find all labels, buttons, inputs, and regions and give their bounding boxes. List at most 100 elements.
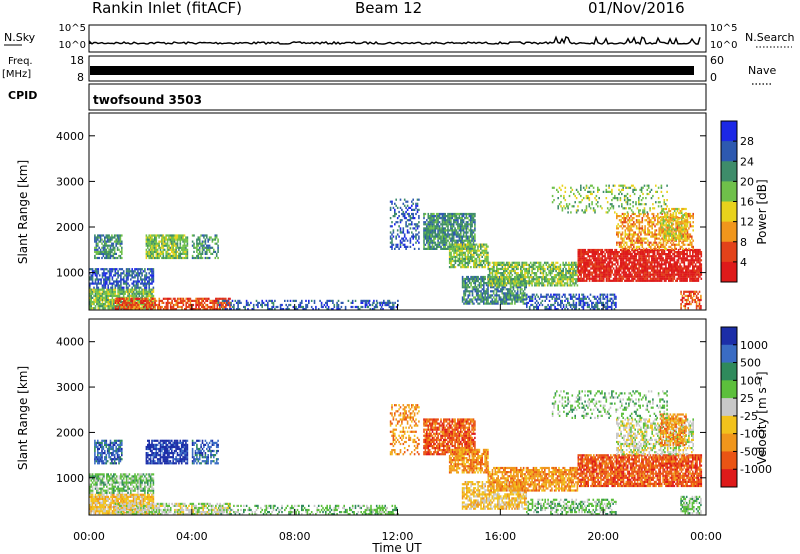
echo-cell bbox=[575, 303, 578, 307]
echo-cell bbox=[158, 242, 160, 245]
echo-cell bbox=[520, 278, 522, 281]
echo-cell bbox=[658, 263, 660, 266]
echo-cell bbox=[180, 238, 183, 241]
echo-cell bbox=[106, 234, 109, 237]
echo-cell bbox=[152, 234, 155, 237]
echo-cell bbox=[148, 307, 150, 310]
echo-cell bbox=[166, 256, 169, 260]
echo-cell bbox=[144, 284, 146, 287]
echo-cell bbox=[471, 253, 474, 256]
echo-cell bbox=[114, 268, 117, 271]
echo-cell bbox=[582, 293, 585, 296]
echo-cell bbox=[563, 263, 566, 266]
echo-cell bbox=[145, 256, 148, 260]
echo-cell bbox=[158, 254, 160, 258]
echo-cell bbox=[406, 212, 409, 216]
echo-cell bbox=[121, 234, 123, 237]
echo-cell bbox=[209, 299, 211, 302]
echo-cell bbox=[93, 270, 95, 273]
echo-cell bbox=[594, 248, 596, 252]
echo-cell bbox=[551, 278, 553, 281]
echo-cell bbox=[610, 308, 613, 311]
echo-cell bbox=[104, 244, 106, 247]
echo-cell bbox=[115, 268, 118, 271]
echo-cell bbox=[97, 282, 100, 285]
echo-cell bbox=[581, 267, 584, 270]
echo-cell bbox=[618, 269, 621, 272]
echo-cell bbox=[470, 284, 472, 287]
echo-cell bbox=[142, 270, 145, 273]
echo-cell bbox=[484, 247, 486, 250]
echo-cell bbox=[467, 237, 469, 240]
echo-cell bbox=[447, 217, 449, 220]
echo-cell bbox=[572, 305, 575, 309]
echo-cell bbox=[599, 299, 602, 302]
echo-cell bbox=[188, 297, 190, 300]
echo-cell bbox=[561, 282, 563, 285]
echo-cell bbox=[451, 245, 454, 248]
echo-cell bbox=[610, 297, 613, 300]
echo-cell bbox=[288, 303, 290, 307]
echo-cell bbox=[554, 297, 556, 300]
echo-cell bbox=[90, 288, 92, 291]
echo-cell bbox=[430, 215, 432, 218]
echo-cell bbox=[152, 307, 155, 310]
echo-cell bbox=[202, 299, 204, 302]
echo-cell bbox=[507, 282, 509, 285]
echo-cell bbox=[512, 294, 515, 297]
echo-cell bbox=[625, 263, 628, 266]
echo-cell bbox=[585, 251, 588, 254]
echo-cell bbox=[504, 294, 506, 297]
echo-cell bbox=[458, 217, 461, 220]
echo-cell bbox=[426, 235, 428, 238]
echo-cell bbox=[437, 231, 439, 234]
echo-cell bbox=[157, 308, 159, 311]
echo-cell bbox=[98, 303, 101, 306]
echo-cell bbox=[98, 305, 101, 308]
echo-cell bbox=[169, 234, 172, 237]
echo-cell bbox=[518, 294, 520, 297]
echo-cell bbox=[451, 239, 454, 242]
echo-cell bbox=[601, 251, 604, 254]
echo-cell bbox=[172, 242, 174, 245]
echo-cell bbox=[101, 294, 104, 297]
echo-cell bbox=[116, 240, 119, 243]
echo-cell bbox=[510, 282, 512, 285]
echo-cell bbox=[139, 286, 142, 289]
echo-cell bbox=[220, 305, 223, 309]
echo-cell bbox=[634, 271, 636, 274]
echo-cell bbox=[655, 279, 657, 282]
echo-cell bbox=[469, 212, 472, 216]
echo-cell bbox=[445, 223, 448, 226]
echo-cell bbox=[658, 277, 660, 280]
echo-cell bbox=[626, 253, 629, 256]
echo-cell bbox=[528, 267, 531, 271]
echo-cell bbox=[441, 219, 444, 222]
echo-cell bbox=[101, 288, 104, 291]
echo-cell bbox=[433, 235, 435, 238]
echo-cell bbox=[603, 303, 606, 307]
echo-cell bbox=[516, 294, 519, 297]
echo-cell bbox=[450, 212, 452, 216]
echo-cell bbox=[660, 257, 663, 260]
echo-cell bbox=[484, 264, 486, 267]
echo-cell bbox=[656, 263, 659, 266]
echo-cell bbox=[465, 233, 468, 236]
echo-cell bbox=[185, 252, 187, 255]
echo-cell bbox=[207, 248, 209, 251]
echo-cell bbox=[159, 240, 162, 243]
echo-cell bbox=[438, 212, 441, 216]
echo-cell bbox=[554, 301, 556, 304]
echo-cell bbox=[172, 246, 174, 249]
echo-cell bbox=[467, 275, 469, 279]
echo-cell bbox=[559, 263, 562, 266]
echo-cell bbox=[137, 286, 139, 289]
echo-cell bbox=[587, 269, 589, 272]
echo-cell bbox=[503, 282, 505, 285]
echo-cell bbox=[128, 268, 131, 271]
echo-cell bbox=[473, 296, 475, 299]
echo-cell bbox=[481, 266, 483, 269]
echo-cell bbox=[398, 247, 400, 250]
echo-cell bbox=[540, 293, 542, 296]
echo-cell bbox=[162, 297, 165, 300]
